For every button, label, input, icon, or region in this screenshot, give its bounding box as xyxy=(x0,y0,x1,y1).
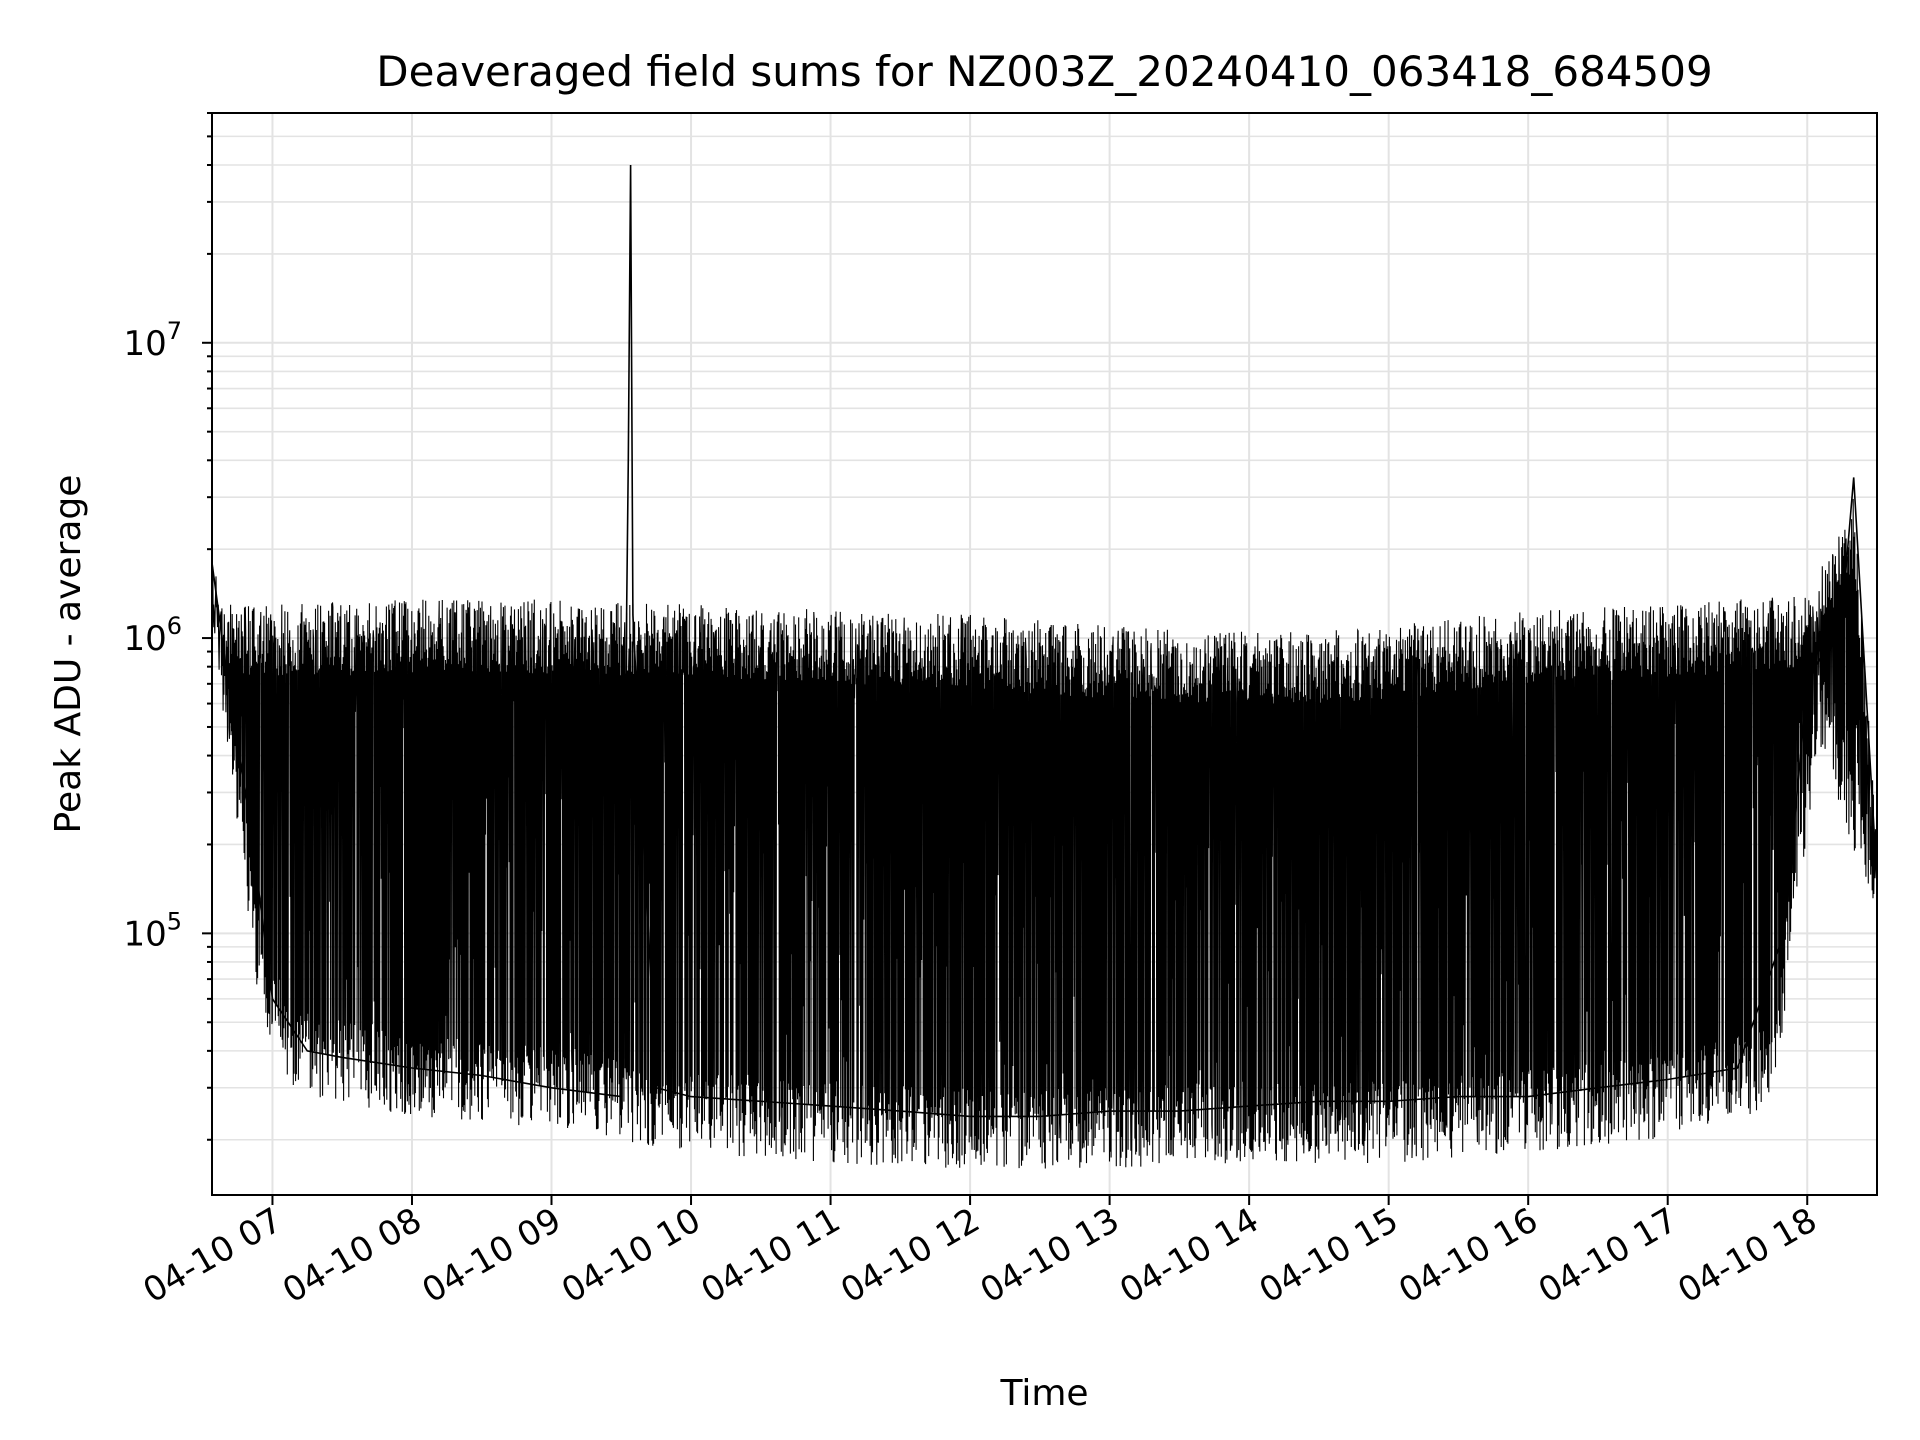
series-line-noise xyxy=(212,498,1877,1169)
chart-title: Deaveraged field sums for NZ003Z_2024041… xyxy=(376,47,1712,96)
plot-frame xyxy=(211,112,1878,1196)
y-tick-label: 106 xyxy=(123,612,182,659)
y-axis: 105 106 107 xyxy=(123,112,212,1141)
y-tick-label: 105 xyxy=(123,907,182,954)
y-tick-label: 107 xyxy=(123,317,182,364)
series-line xyxy=(212,164,1877,1118)
plot-area xyxy=(212,164,1877,1169)
x-axis-label: Time xyxy=(999,1373,1088,1414)
y-axis-label: Peak ADU - average xyxy=(48,475,89,834)
